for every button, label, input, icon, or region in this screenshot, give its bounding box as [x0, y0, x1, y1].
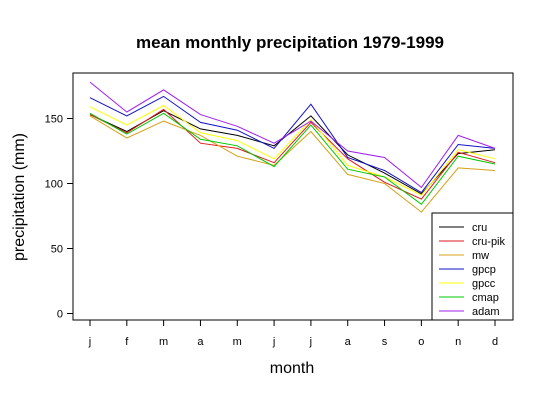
legend-label-cru: cru	[472, 222, 487, 234]
series-lines	[89, 81, 496, 213]
plot-area-frame	[72, 72, 514, 321]
legend-label-adam: adam	[472, 306, 500, 318]
x-tick-label: a	[197, 336, 204, 348]
series-line-adam	[89, 81, 496, 189]
series-line-cru-pik	[89, 108, 496, 200]
x-tick-label: f	[125, 336, 129, 348]
series-line-cru	[89, 110, 496, 195]
legend-label-gpcp: gpcp	[472, 264, 496, 276]
legend-label-gpcc: gpcc	[472, 278, 496, 290]
y-tick-label: 100	[45, 179, 63, 191]
x-tick-label: m	[159, 336, 168, 348]
x-tick-label: o	[418, 336, 424, 348]
legend-label-cru-pik: cru-pik	[472, 236, 506, 248]
series-line-gpcc	[89, 104, 496, 196]
legend-box	[431, 212, 514, 321]
x-tick-label: j	[309, 336, 312, 348]
series-line-mw	[89, 115, 496, 213]
y-tick-label: 150	[45, 114, 63, 126]
x-tick-label: j	[88, 336, 91, 348]
x-tick-label: j	[272, 336, 275, 348]
legend-label-cmap: cmap	[472, 292, 499, 304]
x-tick-label: s	[382, 336, 388, 348]
y-tick-label: 50	[51, 244, 63, 256]
series-line-cmap	[89, 112, 496, 205]
legend-label-mw: mw	[472, 250, 489, 262]
chart-title: mean monthly precipitation 1979-1999	[136, 33, 444, 52]
axes: 0 50 100 150 j f m a m j j a s o n d	[45, 114, 498, 349]
y-axis-label: precipitation (mm)	[11, 133, 28, 261]
y-tick-label: 0	[57, 309, 63, 321]
x-axis-label: month	[270, 360, 314, 377]
legend: cru cru-pik mw gpcp gpcc cmap adam	[431, 212, 514, 321]
x-tick-label: m	[233, 336, 242, 348]
x-tick-label: d	[492, 336, 498, 348]
x-tick-label: a	[345, 336, 352, 348]
x-tick-label: n	[455, 336, 461, 348]
series-line-gpcp	[89, 95, 496, 194]
